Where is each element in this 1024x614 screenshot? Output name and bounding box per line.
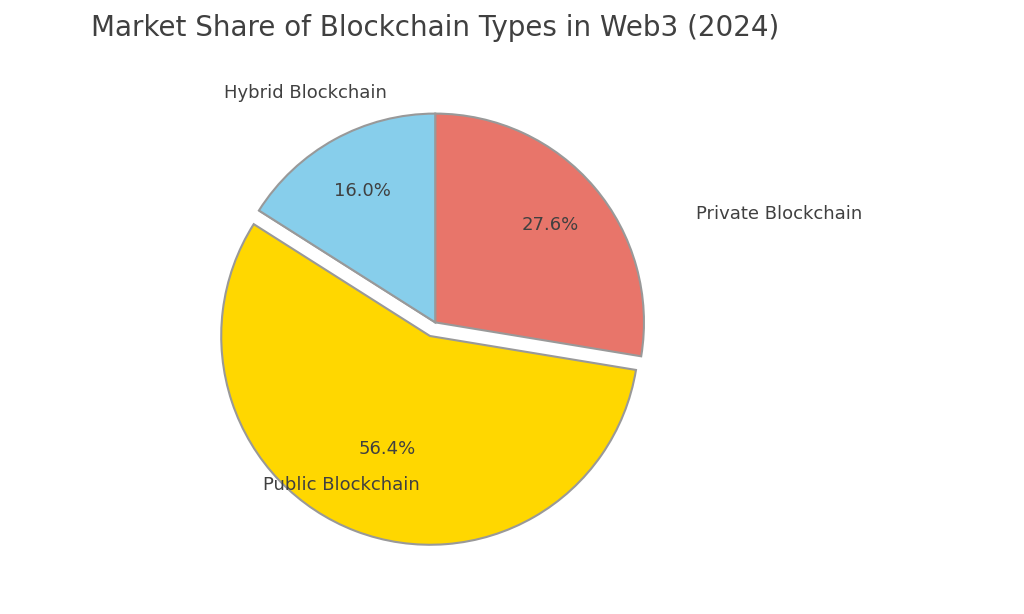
Wedge shape [435,114,644,356]
Title: Market Share of Blockchain Types in Web3 (2024): Market Share of Blockchain Types in Web3… [91,14,779,42]
Text: 16.0%: 16.0% [335,182,391,200]
Text: 27.6%: 27.6% [521,216,579,234]
Text: 56.4%: 56.4% [358,440,416,458]
Wedge shape [221,224,636,545]
Wedge shape [259,211,435,322]
Text: Hybrid Blockchain: Hybrid Blockchain [224,84,387,102]
Text: Public Blockchain: Public Blockchain [263,476,420,494]
Wedge shape [259,114,435,322]
Text: Private Blockchain: Private Blockchain [696,205,862,223]
